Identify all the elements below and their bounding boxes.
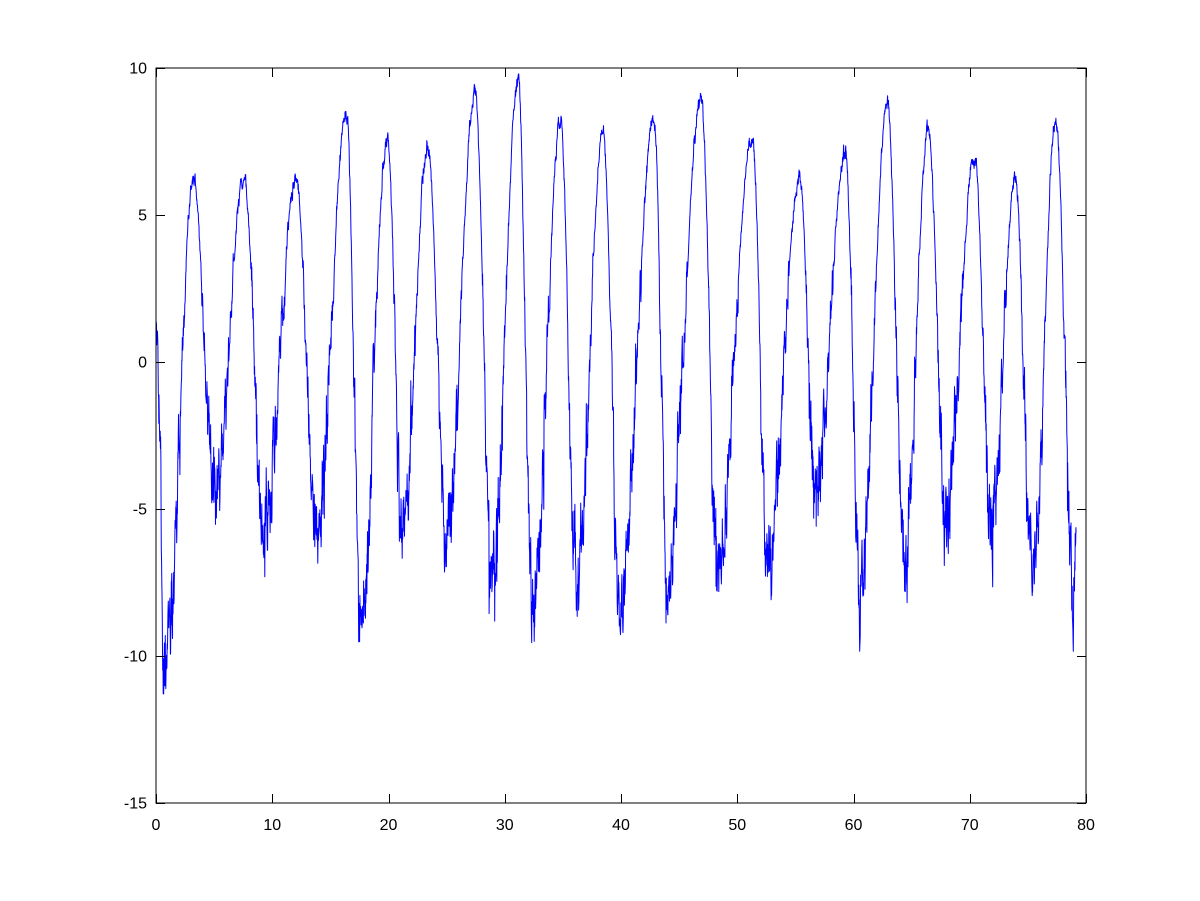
x-tick-label: 30 xyxy=(496,817,514,834)
x-tick-label: 80 xyxy=(1077,817,1095,834)
x-tick-label: 0 xyxy=(152,817,161,834)
y-tick-label: -10 xyxy=(124,649,147,666)
x-tick-label: 40 xyxy=(612,817,630,834)
axis-ticks xyxy=(156,68,1087,804)
x-tick-label: 20 xyxy=(380,817,398,834)
series-group xyxy=(155,73,1077,695)
x-tick-label: 10 xyxy=(263,817,281,834)
x-tick-label: 70 xyxy=(961,817,979,834)
x-tick-label: 60 xyxy=(845,817,863,834)
y-tick-label: -5 xyxy=(133,502,147,519)
y-tick-label: -15 xyxy=(124,796,147,813)
y-tick-label: 0 xyxy=(138,355,147,372)
y-tick-label: 10 xyxy=(129,61,147,78)
signal-line xyxy=(155,73,1077,695)
x-tick-label: 50 xyxy=(728,817,746,834)
y-tick-label: 5 xyxy=(138,208,147,225)
x-tick-labels: 0 10 20 30 40 50 60 70 80 xyxy=(152,817,1095,834)
y-tick-labels: -15 -10 -5 0 5 10 xyxy=(124,61,147,813)
